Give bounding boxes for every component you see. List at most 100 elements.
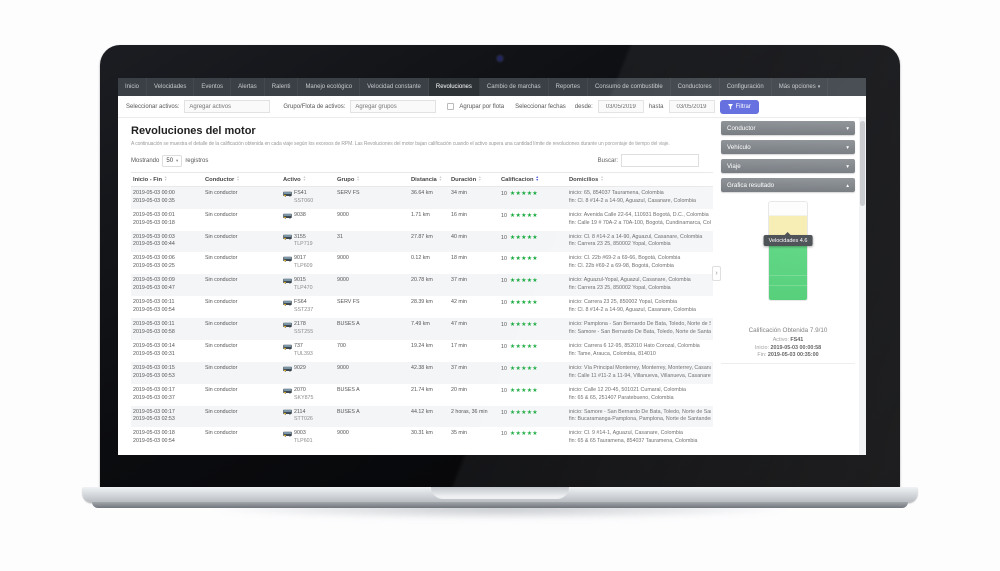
score-value: 10: [501, 343, 507, 350]
nav-tab[interactable]: Inicio ▾: [118, 78, 148, 96]
column-header[interactable]: Domicilios ▲ ▼: [567, 172, 713, 187]
search-input[interactable]: [621, 154, 699, 167]
sort-icon[interactable]: ▲ ▼: [236, 175, 240, 183]
filter-button[interactable]: Filtrar: [719, 99, 759, 114]
address-cell: inicio: Cl. 9 #14-1, Aguazul, Casanare, …: [567, 427, 713, 449]
star-rating: ★★★★★: [509, 190, 538, 197]
sidebar-panel[interactable]: Grafica resultado: [721, 178, 855, 192]
nav-tab[interactable]: Velocidad constante ▾: [360, 78, 429, 96]
table-row[interactable]: 2019-05-03 00:17 2019-05-03 00:37 Sin co…: [131, 384, 713, 406]
table-row[interactable]: 2019-05-03 00:01 2019-05-03 00:18 Sin co…: [131, 209, 713, 231]
destination-address: fin: 65 & 65 Tauramena, 854037 Tauramena…: [569, 438, 698, 445]
star-rating: ★★★★★: [509, 343, 538, 350]
scrollbar-thumb[interactable]: [860, 121, 865, 206]
page-size-select[interactable]: 50 ▾: [162, 154, 183, 167]
select-dates-label: Seleccionar fechas: [515, 103, 566, 110]
table-row[interactable]: 2019-05-03 00:15 2019-05-03 00:53 Sin co…: [131, 361, 713, 384]
page-scrollbar[interactable]: [859, 118, 866, 455]
column-header[interactable]: Calificacion ▲ ▼: [499, 172, 567, 187]
sidebar-panel[interactable]: Conductor: [721, 121, 855, 135]
nav-tab[interactable]: Manejo ecológico ▾: [298, 78, 361, 96]
nav-tab[interactable]: Cambio de marchas ▾: [480, 78, 549, 96]
nav-tab[interactable]: Velocidades ▾: [147, 78, 195, 96]
origin-address: inicio: Cl. 8 #14-2 a 14-90, Aguazul, Ca…: [569, 233, 703, 240]
vehicle-icon: [283, 366, 292, 372]
date-to-input[interactable]: [668, 100, 715, 113]
score-value: 10: [501, 322, 507, 329]
trip-start: 2019-05-03 00:11: [133, 299, 175, 306]
nav-tab[interactable]: Consumo de combustible ▾: [588, 78, 671, 96]
column-header[interactable]: Activo ▲ ▼: [281, 172, 335, 187]
page-title: Revoluciones del motor: [131, 125, 256, 137]
nav-tab[interactable]: Ralenti ▾: [265, 78, 299, 96]
table-row[interactable]: 2019-05-03 00:11 2019-05-03 00:58 Sin co…: [131, 318, 713, 340]
nav-tab[interactable]: Revoluciones ▾: [428, 78, 480, 96]
sort-icon[interactable]: ▲ ▼: [600, 175, 604, 183]
assets-label: Seleccionar activos:: [126, 103, 180, 110]
driver-cell: Sin conductor: [205, 277, 238, 284]
time-cell: 2019-05-03 00:17 2019-05-03 00:37: [131, 384, 203, 406]
table-row[interactable]: 2019-05-03 00:09 2019-05-03 00:47 Sin co…: [131, 274, 713, 297]
column-header[interactable]: Distancia ▲ ▼: [409, 172, 449, 187]
sidebar-panel[interactable]: Vehículo: [721, 140, 855, 154]
sort-icon[interactable]: ▲ ▼: [302, 175, 307, 183]
score-cell: 10 ★★★★★: [499, 231, 567, 253]
groups-input[interactable]: [350, 100, 437, 113]
group-by-fleet-checkbox[interactable]: [447, 103, 455, 110]
date-from-input[interactable]: [597, 100, 644, 113]
distance-cell: 20.78 km: [411, 277, 433, 284]
column-header[interactable]: Conductor ▲ ▼: [203, 172, 281, 187]
nav-tab[interactable]: Alertas ▾: [231, 78, 265, 96]
result-chart: Velocidades 4.6: [721, 197, 855, 315]
table-row[interactable]: 2019-05-03 00:14 2019-05-03 00:31 Sin co…: [131, 340, 713, 362]
sort-icon[interactable]: ▲ ▼: [163, 175, 168, 183]
nav-tab[interactable]: Reportes ▾: [549, 78, 588, 96]
table-row[interactable]: 2019-05-03 00:00 2019-05-03 00:35 Sin co…: [131, 186, 713, 209]
from-label: desde:: [574, 103, 593, 110]
address-cell: inicio: Vía Principal Monterrey, Monterr…: [567, 362, 713, 384]
column-header[interactable]: Inicio - Fin ▲ ▼: [131, 172, 203, 187]
nav-tab[interactable]: Eventos ▾: [194, 78, 232, 96]
asset-cell: 737 TUL393: [281, 340, 335, 362]
trip-start: 2019-05-03 00:17: [133, 408, 175, 415]
trip-start: 2019-05-03 00:00: [133, 189, 175, 196]
duration-cell: 35 min: [451, 430, 467, 437]
time-cell: 2019-05-03 00:18 2019-05-03 00:54: [131, 427, 203, 449]
table-row[interactable]: 2019-05-03 00:03 2019-05-03 00:44 Sin co…: [131, 230, 713, 253]
column-header[interactable]: Grupo ▲ ▼: [335, 172, 409, 187]
table-row[interactable]: 2019-05-03 00:11 2019-05-03 00:54 Sin co…: [131, 296, 713, 318]
sort-icon[interactable]: ▲ ▼: [438, 175, 443, 183]
nav-tab[interactable]: Configuración ▾: [720, 78, 772, 96]
asset-code: FS64: [294, 299, 307, 306]
asset-plate: STT026: [294, 416, 313, 423]
asset-code: 9003: [294, 430, 306, 437]
column-header[interactable]: Duración ▲ ▼: [449, 172, 499, 187]
destination-address: fin: Carrera 23 25, 850002 Yopal, Colomb…: [569, 285, 671, 292]
distance-cell: 30.31 km: [411, 430, 433, 437]
table-row[interactable]: 2019-05-03 00:18 2019-05-03 00:54 Sin co…: [131, 427, 713, 449]
table-row[interactable]: 2019-05-03 00:17 2019-05-03 02:53 Sin co…: [131, 405, 713, 428]
sort-icon[interactable]: ▲ ▼: [478, 175, 482, 183]
caret-down-icon: ▾: [817, 84, 821, 90]
assets-input[interactable]: [184, 100, 271, 113]
time-cell: 2019-05-03 00:11 2019-05-03 00:54: [131, 296, 203, 318]
score-value: 10: [501, 365, 507, 372]
asset-plate: TUL393: [294, 350, 313, 357]
nav-tab[interactable]: Conductores ▾: [671, 78, 720, 96]
laptop-base-edge: [92, 502, 908, 508]
origin-address: inicio: 65, 854037 Tauramena, Colombia: [569, 189, 664, 196]
sort-icon[interactable]: ▲ ▼: [356, 175, 360, 183]
group-cell: BUSES A: [337, 386, 360, 393]
summary-end: Fin: 2019-05-03 00:35:00: [757, 352, 819, 358]
trip-start: 2019-05-03 00:11: [133, 321, 175, 328]
trips-table: Inicio - Fin ▲ ▼ Conductor ▲ ▼ Activo ▲ ▼ Grup…: [131, 172, 713, 449]
table-row[interactable]: 2019-05-03 00:06 2019-05-03 00:25 Sin co…: [131, 252, 713, 274]
sort-icon[interactable]: ▲ ▼: [535, 175, 539, 183]
nav-tab[interactable]: Más opciones ▾: [772, 78, 829, 96]
asset-cell: 2178 SST255: [281, 318, 335, 340]
sidebar-panel[interactable]: Viaje: [721, 159, 855, 173]
vehicle-icon: [283, 322, 292, 328]
group-cell: 9000: [337, 255, 349, 262]
score-value: 10: [501, 431, 507, 438]
sidebar-collapse-button[interactable]: ›: [712, 266, 721, 281]
